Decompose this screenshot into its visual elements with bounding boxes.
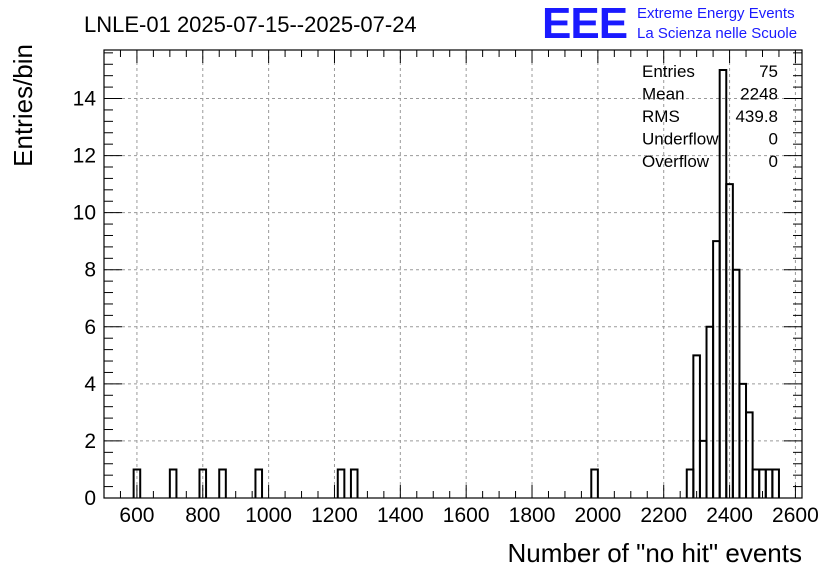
logo-line-2: La Scienza nelle Scuole — [637, 25, 797, 42]
y-tick-label: 10 — [73, 202, 96, 225]
stats-value: 0 — [769, 130, 778, 149]
stats-value: 75 — [759, 62, 778, 81]
plot-frame — [103, 49, 803, 499]
x-tick-label: 1400 — [377, 504, 424, 527]
x-tick-label: 800 — [185, 504, 220, 527]
stats-label: Underflow — [642, 130, 719, 149]
stats-value: 439.8 — [735, 107, 778, 126]
x-tick-label: 600 — [119, 504, 154, 527]
y-tick-label: 0 — [84, 487, 96, 510]
y-tick-label: 4 — [84, 373, 96, 396]
histogram-bin — [132, 468, 142, 498]
y-tick-label: 8 — [84, 259, 96, 282]
x-tick-label: 1800 — [509, 504, 556, 527]
y-axis-ticks: 0 2 4 6 8 10 12 14 — [73, 52, 802, 510]
x-tick-label: 1600 — [443, 504, 490, 527]
x-tick-label: 1200 — [311, 504, 358, 527]
histogram-bin — [254, 468, 264, 498]
x-axis-ticks: 600 800 1000 1200 1400 1600 1800 2000 2200 2400 26… — [119, 50, 819, 527]
x-axis-label: Number of "no hit" events — [508, 538, 803, 568]
stats-value: 2248 — [740, 85, 778, 104]
y-tick-label: 6 — [84, 316, 96, 339]
stats-value: 0 — [769, 152, 778, 171]
stats-label: Mean — [642, 85, 685, 104]
x-tick-label: 2600 — [772, 504, 819, 527]
stats-label: Overflow — [642, 152, 710, 171]
histogram-bin — [218, 468, 227, 498]
logo-line-1: Extreme Energy Events — [637, 5, 795, 22]
x-tick-label: 2400 — [706, 504, 753, 527]
histogram-bin — [336, 468, 346, 498]
chart-title: LNLE-01 2025-07-15--2025-07-24 — [84, 12, 417, 37]
y-axis-label: Entries/bin — [8, 44, 38, 167]
histogram-bin — [168, 468, 178, 498]
histogram-bin — [692, 354, 701, 498]
grid-lines — [104, 50, 802, 498]
histogram-bin — [590, 468, 599, 498]
histogram-bin — [349, 468, 359, 498]
x-tick-label: 2000 — [575, 504, 622, 527]
stats-label: Entries — [642, 62, 695, 81]
stats-box: Entries 75 Mean 2248 RMS 439.8 Underflow 0 Overf… — [642, 62, 778, 171]
stats-label: RMS — [642, 107, 680, 126]
histogram-bins — [132, 68, 780, 498]
histogram-bin — [771, 468, 780, 498]
y-tick-label: 2 — [84, 430, 96, 453]
x-tick-label: 2200 — [640, 504, 687, 527]
logo-mark: EEE — [542, 0, 627, 48]
eee-logo: EEE Extreme Energy Events La Scienza nel… — [542, 0, 797, 48]
histogram-bin — [745, 411, 754, 498]
histogram-bin — [198, 468, 208, 498]
y-tick-label: 14 — [73, 88, 97, 111]
y-tick-label: 12 — [73, 145, 96, 168]
x-tick-label: 1000 — [245, 504, 292, 527]
